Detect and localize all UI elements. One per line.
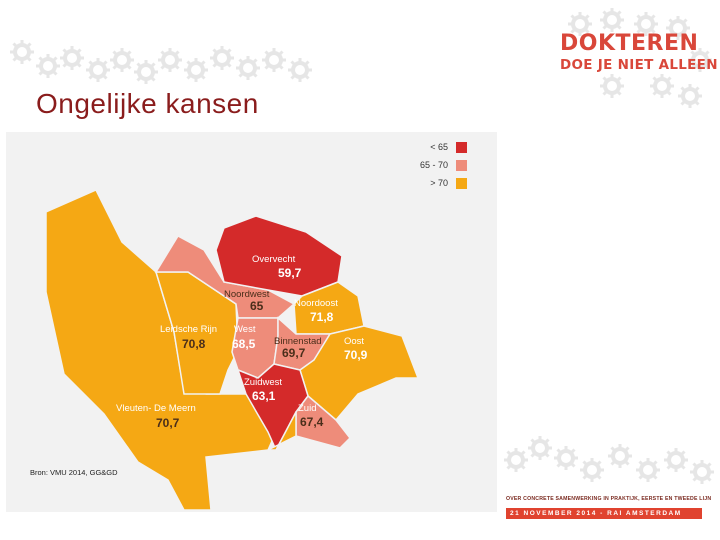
label-west: West [234, 324, 256, 335]
label-oost: Oost [344, 336, 364, 347]
label-zuid: Zuid [298, 403, 316, 414]
dokteren-logo: DOKTEREN DOE JE NIET ALLEEN [560, 32, 718, 74]
value-oost: 70,9 [344, 348, 368, 362]
value-vleuten-de-meern: 70,7 [156, 416, 180, 430]
legend-swatch [456, 141, 468, 153]
legend-label: > 70 [430, 178, 449, 188]
value-zuid: 67,4 [300, 415, 324, 429]
label-overvecht: Overvecht [252, 254, 296, 265]
legend-item: > 70 [420, 175, 468, 191]
map-panel: Overvecht 59,7 Noordwest 65 Noordoost 71… [6, 132, 497, 512]
legend-item: 65 - 70 [420, 157, 468, 173]
value-noordoost: 71,8 [310, 310, 334, 324]
label-zuidwest: Zuidwest [244, 377, 282, 388]
value-overvecht: 59,7 [278, 266, 302, 280]
label-leidsche-rijn: Leidsche Rijn [160, 324, 217, 335]
label-binnenstad: Binnenstad [274, 336, 322, 347]
label-vleuten-de-meern: Vleuten- De Meern [116, 403, 196, 414]
utrecht-district-map: Overvecht 59,7 Noordwest 65 Noordoost 71… [45, 189, 420, 511]
label-noordwest: Noordwest [224, 289, 270, 300]
legend-label: 65 - 70 [420, 160, 449, 170]
label-noordoost: Noordoost [294, 298, 338, 309]
event-tagline: OVER CONCRETE SAMENWERKING IN PRAKTIJK, … [506, 496, 712, 502]
district-zuid-south [267, 411, 297, 451]
map-legend: < 65 65 - 70 > 70 [420, 139, 468, 193]
value-leidsche-rijn: 70,8 [182, 337, 206, 351]
value-binnenstad: 69,7 [282, 346, 306, 360]
event-date-location: 21 NOVEMBER 2014 - RAI AMSTERDAM [506, 508, 702, 519]
value-zuidwest: 63,1 [252, 389, 276, 403]
value-west: 68,5 [232, 337, 256, 351]
value-noordwest: 65 [250, 299, 264, 313]
logo-title: DOKTEREN [560, 31, 699, 56]
legend-label: < 65 [430, 142, 449, 152]
event-footer: OVER CONCRETE SAMENWERKING IN PRAKTIJK, … [506, 496, 712, 519]
legend-swatch [456, 159, 468, 171]
slide-title: Ongelijke kansen [36, 88, 259, 119]
logo-subtitle: DOE JE NIET ALLEEN [560, 57, 718, 73]
legend-item: < 65 [420, 139, 468, 155]
legend-swatch [456, 177, 468, 189]
district-oost [299, 325, 420, 422]
source-note: Bron: VMU 2014, GG&GD [30, 468, 118, 477]
